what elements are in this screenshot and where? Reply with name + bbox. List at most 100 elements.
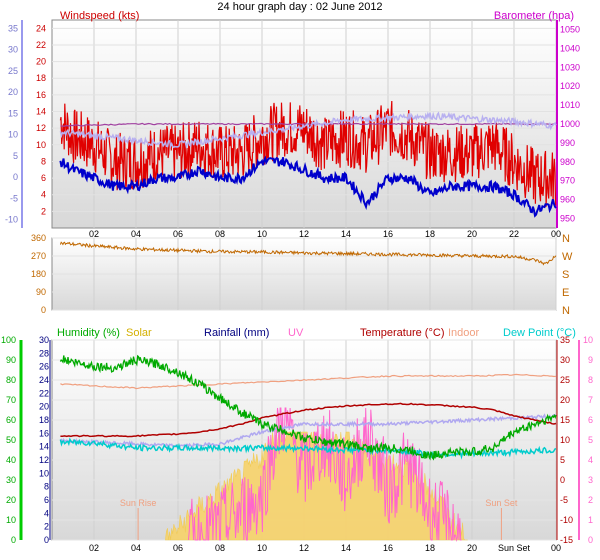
wind-x-tick-label: 18 xyxy=(425,229,435,239)
wind-x-tick-label: 22 xyxy=(509,229,519,239)
temperature-series-line xyxy=(60,402,557,438)
temperature-tick-label: -10 xyxy=(560,515,573,525)
windspeed-tick-label: 12 xyxy=(36,123,46,133)
outer-left-tick-label: 15 xyxy=(8,108,18,118)
uv-tick-label: 5 xyxy=(588,435,593,445)
barometer-tick-label: 1010 xyxy=(560,100,580,110)
rainfall-tick-label: 16 xyxy=(39,428,49,438)
direction-tick-label: 0 xyxy=(41,305,46,315)
humidity-x-tick-label: 20 xyxy=(467,543,477,553)
temperature-tick-label: 15 xyxy=(560,415,570,425)
barometer-axis-title: Barometer (hpa) xyxy=(494,10,574,22)
barometer-tick-label: 970 xyxy=(560,176,575,186)
windspeed-axis-title: Windspeed (kts) xyxy=(60,10,139,22)
uv-series-line xyxy=(188,407,462,542)
wind-x-tick-label: 16 xyxy=(383,229,393,239)
temperature-tick-label: -15 xyxy=(560,535,573,545)
outer-left-tick-label: 5 xyxy=(13,151,18,161)
uv-tick-label: 10 xyxy=(583,335,593,345)
humidity-tick-label: 10 xyxy=(6,515,16,525)
outer-left-tick-label: 10 xyxy=(8,130,18,140)
humidity-x-tick-label: 12 xyxy=(299,543,309,553)
windspeed-tick-label: 2 xyxy=(41,206,46,216)
rainfall-tick-label: 26 xyxy=(39,362,49,372)
humidity-x-tick-label: Sun Set xyxy=(498,543,531,553)
outer-left-tick-label: 20 xyxy=(8,87,18,97)
wind-x-tick-label: 06 xyxy=(173,229,183,239)
rainfall-tick-label: 14 xyxy=(39,442,49,452)
rainfall-tick-label: 28 xyxy=(39,348,49,358)
windspeed-tick-label: 4 xyxy=(41,190,46,200)
wind-x-tick-label: 00 xyxy=(551,229,561,239)
humidity-panel-layer: 02 04 06 08 10 12 14 16 18 20 Sun Set 0001020304050… xyxy=(1,335,593,553)
barometer-tick-label: 950 xyxy=(560,214,575,224)
uv-tick-label: 7 xyxy=(588,395,593,405)
humidity-series-line xyxy=(59,354,557,461)
compass-tick-label: N xyxy=(562,305,570,317)
compass-tick-label: W xyxy=(562,251,573,263)
barometer-tick-label: 980 xyxy=(560,157,575,167)
uv-tick-label: 4 xyxy=(588,455,593,465)
temperature-tick-label: 30 xyxy=(560,355,570,365)
direction-tick-label: 180 xyxy=(31,269,46,279)
uv-tick-label: 2 xyxy=(588,495,593,505)
indoor-legend: Indoor xyxy=(448,327,480,339)
wind-x-tick-label: 20 xyxy=(467,229,477,239)
barometer-tick-label: 1050 xyxy=(560,24,580,34)
temperature-tick-label: 5 xyxy=(560,455,565,465)
barometer-tick-label: 1000 xyxy=(560,119,580,129)
windspeed-tick-label: 20 xyxy=(36,57,46,67)
windspeed-tick-label: 10 xyxy=(36,140,46,150)
humidity-tick-label: 50 xyxy=(6,435,16,445)
humidity-tick-label: 100 xyxy=(1,335,16,345)
humidity-x-tick-label: 04 xyxy=(131,543,141,553)
outer-left-tick-label: -10 xyxy=(5,215,18,225)
windspeed-tick-label: 8 xyxy=(41,156,46,166)
windspeed-tick-label: 16 xyxy=(36,90,46,100)
compass-tick-label: S xyxy=(562,269,569,281)
uv-tick-label: 0 xyxy=(588,535,593,545)
uv-tick-label: 6 xyxy=(588,415,593,425)
temperature-tick-label: 10 xyxy=(560,435,570,445)
uv-tick-label: 1 xyxy=(588,515,593,525)
barometer-tick-label: 1040 xyxy=(560,43,580,53)
outer-left-tick-label: -5 xyxy=(10,193,18,203)
uv-tick-label: 8 xyxy=(588,375,593,385)
wind-x-tick-label: 04 xyxy=(131,229,141,239)
temperature-tick-label: 20 xyxy=(560,395,570,405)
direction-tick-label: 360 xyxy=(31,233,46,243)
pale-trace-line xyxy=(59,111,557,150)
rainfall-tick-label: 18 xyxy=(39,415,49,425)
windspeed-tick-label: 24 xyxy=(36,23,46,33)
temperature-tick-label: -5 xyxy=(560,495,568,505)
rainfall-tick-label: 10 xyxy=(39,468,49,478)
dewpoint-series-line xyxy=(59,437,557,460)
rainfall-tick-label: 8 xyxy=(44,482,49,492)
humidity-tick-label: 60 xyxy=(6,415,16,425)
humidity-tick-label: 30 xyxy=(6,475,16,485)
windspeed-tick-label: 6 xyxy=(41,173,46,183)
windspeed-tick-label: 18 xyxy=(36,73,46,83)
humidity-x-tick-label: 06 xyxy=(173,543,183,553)
windspeed-series-line xyxy=(59,100,557,207)
wind-x-tick-label: 08 xyxy=(215,229,225,239)
humidity-tick-label: 40 xyxy=(6,455,16,465)
rainfall-tick-label: 24 xyxy=(39,375,49,385)
humidity-x-tick-label: 10 xyxy=(257,543,267,553)
uv-tick-label: 9 xyxy=(588,355,593,365)
windspeed-tick-label: 22 xyxy=(36,40,46,50)
humidity-legend: Humidity (%) xyxy=(57,327,120,339)
direction-tick-label: 270 xyxy=(31,251,46,261)
wind-x-tick-label: 02 xyxy=(89,229,99,239)
rainfall-tick-label: 12 xyxy=(39,455,49,465)
wind-direction-series-line xyxy=(59,241,557,266)
rainfall-legend: Rainfall (mm) xyxy=(204,327,269,339)
rainfall-tick-label: 0 xyxy=(44,535,49,545)
sun-set-label: Sun Set xyxy=(485,498,518,508)
wind-x-tick-label: 12 xyxy=(299,229,309,239)
outer-left-tick-label: 30 xyxy=(8,45,18,55)
humidity-x-tick-label: 18 xyxy=(425,543,435,553)
humidity-tick-label: 70 xyxy=(6,395,16,405)
